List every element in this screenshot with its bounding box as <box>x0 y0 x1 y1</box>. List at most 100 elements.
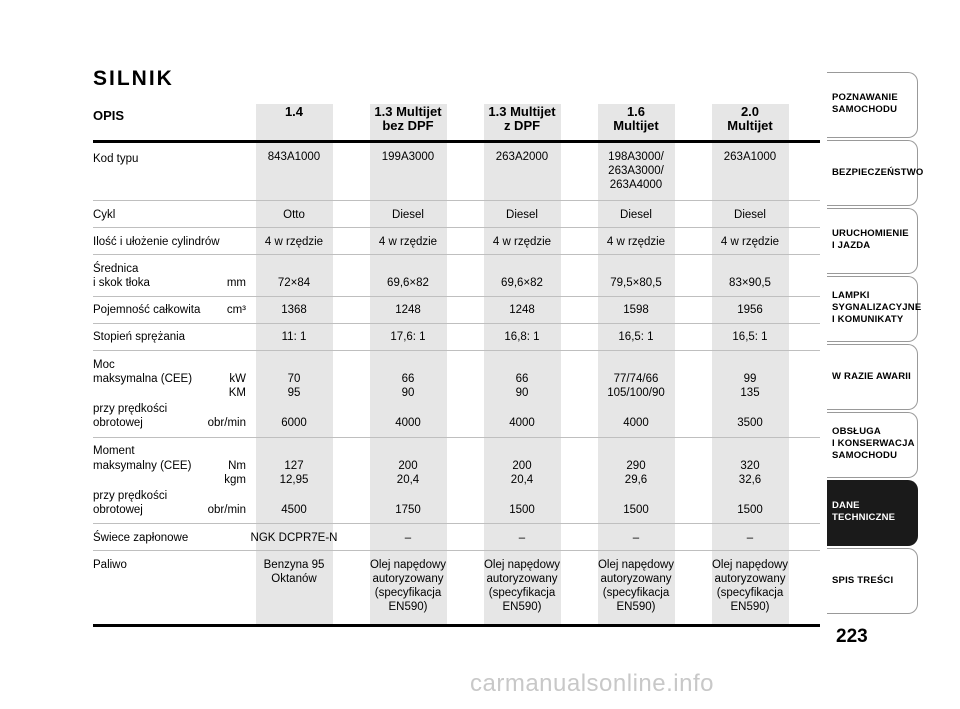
cell-moc_rpm-5: 3500 <box>737 417 763 429</box>
label-moment: Moment <box>93 445 135 457</box>
label-moment-predkosc: przy prędkości <box>93 490 168 502</box>
sidebar-tab-4[interactable]: LAMPKI SYGNALIZACYJNE I KOMUNIKATY <box>827 276 922 342</box>
label-moc-predkosc: przy prędkości <box>93 403 168 415</box>
cell-sred-4: 79,5×80,5 <box>610 277 662 289</box>
sidebar-tab-1[interactable]: POZNAWANIE SAMOCHODU <box>827 72 918 138</box>
unit-kw: kW <box>229 373 246 385</box>
cell-moc-5: 99 135 <box>740 373 760 399</box>
watermark: carmanualsonline.info <box>470 670 714 697</box>
label-moc: Moc <box>93 359 115 371</box>
cell-cyl-5: 4 w rzędzie <box>720 236 780 248</box>
sidebar-tab-label: W RAZIE AWARII <box>832 371 911 382</box>
sidebar-tab-2[interactable]: BEZPIECZEŃSTWO <box>827 140 923 206</box>
cell-cykl-3: Diesel <box>506 209 538 221</box>
cell-spr-1: 11: 1 <box>281 331 307 343</box>
cell-mom_rpm-4: 1500 <box>623 504 649 516</box>
label-moment-obrotowej: obrotowej <box>93 504 143 516</box>
label-moc-obrotowej: obrotowej <box>93 417 143 429</box>
unit-obr-min: obr/min <box>207 504 246 516</box>
cell-cykl-1: Otto <box>283 209 305 221</box>
cell-moc_rpm-4: 4000 <box>623 417 649 429</box>
column-header-3: 1.3 Multijet z DPF <box>488 104 556 133</box>
cell-poj-1: 1368 <box>281 304 307 316</box>
sidebar-tab-8[interactable]: SPIS TREŚCI <box>827 548 918 614</box>
row-separator <box>93 200 820 201</box>
cell-swiece-5: – <box>746 532 754 544</box>
page-number: 223 <box>836 626 868 647</box>
cell-sred-1: 72×84 <box>277 277 311 289</box>
cell-mom-2: 200 20,4 <box>396 460 420 486</box>
cell-cykl-2: Diesel <box>392 209 424 221</box>
label-swiece: Świece zapłonowe <box>93 532 189 544</box>
cell-kod-4: 198A3000/ 263A3000/ 263A4000 <box>608 151 664 191</box>
sidebar-tab-7[interactable]: DANE TECHNICZNE <box>827 480 918 546</box>
column-header-2: 1.3 Multijet bez DPF <box>374 104 442 133</box>
cell-moc-2: 66 90 <box>401 373 415 399</box>
cell-kod-3: 263A2000 <box>495 151 549 163</box>
label-srednica: Średnica <box>93 263 139 275</box>
label-moment-max: maksymalny (CEE) <box>93 460 192 472</box>
column-header-5: 2.0 Multijet <box>727 104 773 133</box>
column-bg-5 <box>712 104 789 624</box>
unit-nm: Nm <box>228 460 246 472</box>
cell-paliwo-3: Olej napędowy autoryzowany (specyfikacja… <box>483 559 561 613</box>
cell-poj-5: 1956 <box>737 304 763 316</box>
cell-cyl-3: 4 w rzędzie <box>492 236 552 248</box>
cell-poj-4: 1598 <box>623 304 649 316</box>
sidebar-tab-3[interactable]: URUCHOMIENIE I JAZDA <box>827 208 918 274</box>
column-bg-1 <box>256 104 333 624</box>
cell-cykl-4: Diesel <box>620 209 652 221</box>
unit-kgm: kgm <box>224 474 246 486</box>
cell-swiece-4: – <box>632 532 640 544</box>
cell-mom_rpm-5: 1500 <box>737 504 763 516</box>
sidebar-tab-label: URUCHOMIENIE I JAZDA <box>832 228 909 251</box>
cell-moc_rpm-2: 4000 <box>395 417 421 429</box>
unit-obr-min: obr/min <box>207 417 246 429</box>
row-separator <box>93 323 820 324</box>
opis-header: OPIS <box>93 108 125 123</box>
cell-moc-3: 66 90 <box>515 373 529 399</box>
cell-spr-2: 17,6: 1 <box>390 331 426 343</box>
cell-mom-3: 200 20,4 <box>510 460 534 486</box>
row-separator <box>93 227 820 228</box>
cell-moc_rpm-3: 4000 <box>509 417 535 429</box>
cell-mom-4: 290 29,6 <box>624 460 648 486</box>
sidebar-tab-6[interactable]: OBSŁUGA I KONSERWACJA SAMOCHODU <box>827 412 918 478</box>
cell-paliwo-2: Olej napędowy autoryzowany (specyfikacja… <box>369 559 447 613</box>
cell-cyl-4: 4 w rzędzie <box>606 236 666 248</box>
cell-moc-4: 77/74/66 105/100/90 <box>607 373 665 399</box>
cell-paliwo-5: Olej napędowy autoryzowany (specyfikacja… <box>711 559 789 613</box>
cell-cyl-1: 4 w rzędzie <box>264 236 324 248</box>
cell-moc-1: 70 95 <box>287 373 301 399</box>
row-separator <box>93 350 820 351</box>
cell-spr-4: 16,5: 1 <box>618 331 654 343</box>
label-kod: Kod typu <box>93 153 139 165</box>
row-separator <box>93 550 820 551</box>
cell-swiece-3: – <box>518 532 526 544</box>
cell-paliwo-4: Olej napędowy autoryzowany (specyfikacja… <box>597 559 675 613</box>
label-sprezanie: Stopień sprężania <box>93 331 186 343</box>
column-bg-2 <box>370 104 447 624</box>
cell-cyl-2: 4 w rzędzie <box>378 236 438 248</box>
sidebar-tab-label: DANE TECHNICZNE <box>832 500 896 523</box>
cell-kod-1: 843A1000 <box>267 151 321 163</box>
cell-swiece-2: – <box>404 532 412 544</box>
cell-mom-1: 127 12,95 <box>279 460 309 486</box>
cell-paliwo-1: Benzyna 95 Oktanów <box>263 559 325 585</box>
sidebar-tab-label: BEZPIECZEŃSTWO <box>832 167 924 178</box>
cell-spr-3: 16,8: 1 <box>504 331 540 343</box>
cell-mom_rpm-2: 1750 <box>395 504 421 516</box>
label-pojemnosc: Pojemność całkowita <box>93 304 201 316</box>
sidebar-tab-label: OBSŁUGA I KONSERWACJA SAMOCHODU <box>832 426 915 461</box>
cell-mom_rpm-3: 1500 <box>509 504 535 516</box>
sidebar-tab-label: LAMPKI SYGNALIZACYJNE I KOMUNIKATY <box>832 290 922 325</box>
cell-poj-3: 1248 <box>509 304 535 316</box>
cell-sred-3: 69,6×82 <box>501 277 543 289</box>
cell-sred-2: 69,6×82 <box>387 277 429 289</box>
unit-km: KM <box>228 387 246 399</box>
label-cylindry: Ilość i ułożenie cylindrów <box>93 236 220 248</box>
column-header-1: 1.4 <box>284 104 304 119</box>
sidebar-tab-label: SPIS TREŚCI <box>832 575 894 586</box>
sidebar-tab-5[interactable]: W RAZIE AWARII <box>827 344 918 410</box>
table-top-rule <box>93 140 820 143</box>
